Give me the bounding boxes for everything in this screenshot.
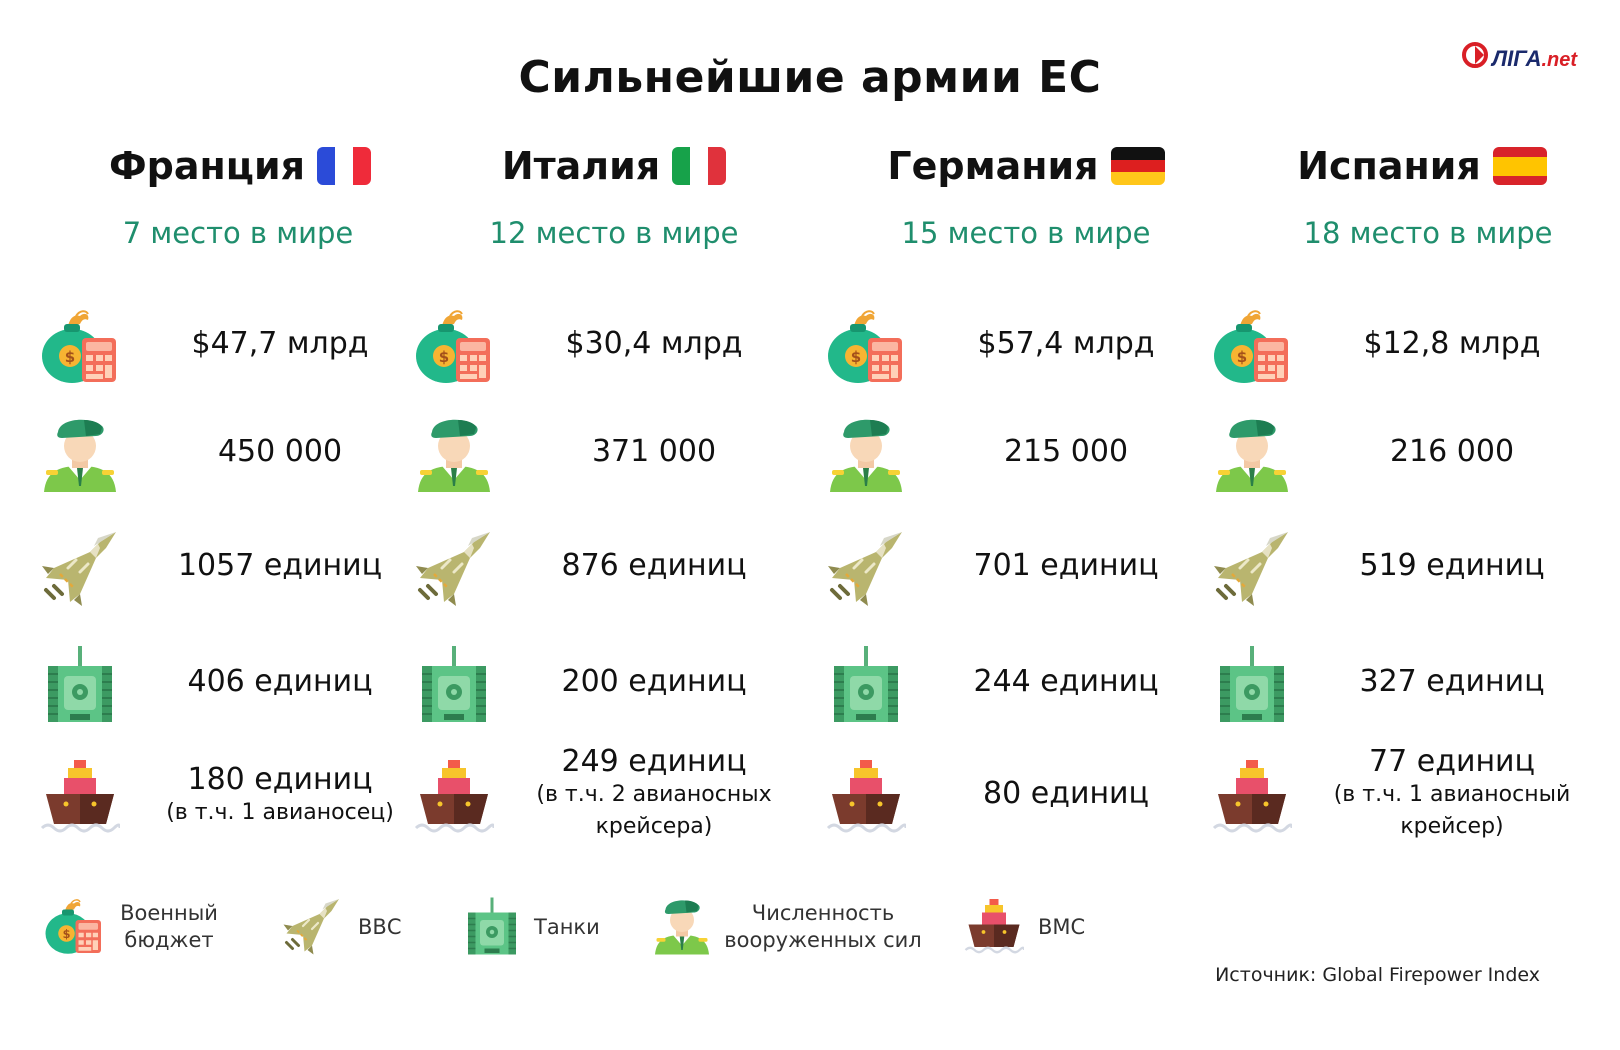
tank-icon <box>462 896 522 956</box>
soldier-icon <box>826 414 906 494</box>
money-bag-icon <box>414 306 494 386</box>
legend-label: Военный бюджет <box>120 901 218 952</box>
world-rank: 12 место в мире <box>489 216 739 250</box>
navy-block: 249 единиц (в т.ч. 2 авианосных крейсера… <box>494 744 814 843</box>
tank-count: 200 единиц <box>561 664 747 699</box>
legend-navy: ВМС <box>964 896 1104 966</box>
tank-count: 327 единиц <box>1359 664 1545 699</box>
navy-note: (в т.ч. 2 авианосных крейсера) <box>536 782 772 839</box>
country-name: Италия <box>501 144 661 188</box>
country-column-germany: Германия 15 место в мире $57,4 млрд 215 … <box>826 0 1226 1050</box>
navy-block: 77 единиц (в т.ч. 1 авианосный крейсер) <box>1292 744 1612 843</box>
tank-icon <box>40 644 120 724</box>
aircraft-count: 519 единиц <box>1359 548 1545 583</box>
tank-icon <box>826 644 906 724</box>
military-budget: $57,4 млрд <box>977 326 1155 361</box>
warship-icon <box>964 896 1024 956</box>
country-name: Германия <box>887 144 1099 188</box>
legend-label: Танки <box>534 915 600 939</box>
warship-icon <box>40 756 120 836</box>
country-column-italy: Италия 12 место в мире $30,4 млрд 371 00… <box>414 0 814 1050</box>
tank-count: 406 единиц <box>187 664 373 699</box>
money-bag-icon <box>1212 306 1292 386</box>
page-title: Сильнейшие армии ЕС <box>518 52 1102 103</box>
soldier-icon <box>652 896 712 956</box>
liga-logo-text: ЛІГА.net <box>1492 46 1578 71</box>
navy-count: 77 единиц <box>1369 744 1535 779</box>
flag-italy-icon <box>672 147 727 185</box>
money-bag-icon <box>40 306 120 386</box>
personnel-count: 371 000 <box>591 434 717 469</box>
world-rank: 18 место в мире <box>1303 216 1553 250</box>
tank-icon <box>1212 644 1292 724</box>
money-bag-icon <box>44 896 104 956</box>
navy-note: (в т.ч. 1 авианосный крейсер) <box>1333 782 1571 839</box>
fighter-jet-icon <box>414 528 494 608</box>
military-budget: $12,8 млрд <box>1363 326 1541 361</box>
soldier-icon <box>1212 414 1292 494</box>
legend-budget: Военный бюджет <box>44 896 244 966</box>
fighter-jet-icon <box>826 528 906 608</box>
country-column-france: Франция 7 место в мире $47,7 млрд 450 00… <box>40 0 440 1050</box>
legend-label: Численность вооруженных сил <box>724 901 922 952</box>
legend-label: ВВС <box>358 915 402 939</box>
country-name: Испания <box>1297 144 1481 188</box>
navy-note: (в т.ч. 1 авианосец) <box>166 800 394 825</box>
warship-icon <box>414 756 494 836</box>
money-bag-icon <box>826 306 906 386</box>
liga-logo: ЛІГА.net <box>1462 38 1592 78</box>
warship-icon <box>826 756 906 836</box>
tank-icon <box>414 644 494 724</box>
soldier-icon <box>40 414 120 494</box>
liga-logo-icon <box>1462 42 1488 68</box>
aircraft-count: 701 единиц <box>973 548 1159 583</box>
tank-count: 244 единиц <box>973 664 1159 699</box>
military-budget: $47,7 млрд <box>191 326 369 361</box>
fighter-jet-icon <box>282 896 342 956</box>
aircraft-count: 876 единиц <box>561 548 747 583</box>
soldier-icon <box>414 414 494 494</box>
legend-personnel: Численность вооруженных сил <box>652 896 942 966</box>
navy-block: 180 единиц (в т.ч. 1 авианосец) <box>120 762 440 829</box>
flag-spain-icon <box>1492 147 1547 185</box>
personnel-count: 215 000 <box>1003 434 1129 469</box>
country-name: Франция <box>109 144 305 188</box>
legend-air: ВВС <box>282 896 432 966</box>
warship-icon <box>1212 756 1292 836</box>
world-rank: 7 место в мире <box>122 216 354 250</box>
world-rank: 15 место в мире <box>901 216 1151 250</box>
legend-tanks: Танки <box>462 896 622 966</box>
flag-france-icon <box>316 147 371 185</box>
aircraft-count: 1057 единиц <box>177 548 383 583</box>
personnel-count: 216 000 <box>1389 434 1515 469</box>
fighter-jet-icon <box>40 528 120 608</box>
navy-block: 80 единиц <box>906 776 1226 811</box>
personnel-count: 450 000 <box>217 434 343 469</box>
country-column-spain: Испания 18 место в мире $12,8 млрд 216 0… <box>1212 0 1612 1050</box>
legend-label: ВМС <box>1038 915 1086 939</box>
source-note: Источник: Global Firepower Index <box>1215 964 1540 986</box>
military-budget: $30,4 млрд <box>565 326 743 361</box>
navy-count: 180 единиц <box>187 762 373 797</box>
navy-count: 249 единиц <box>561 744 747 779</box>
navy-count: 80 единиц <box>983 776 1149 811</box>
flag-germany-icon <box>1110 147 1165 185</box>
fighter-jet-icon <box>1212 528 1292 608</box>
